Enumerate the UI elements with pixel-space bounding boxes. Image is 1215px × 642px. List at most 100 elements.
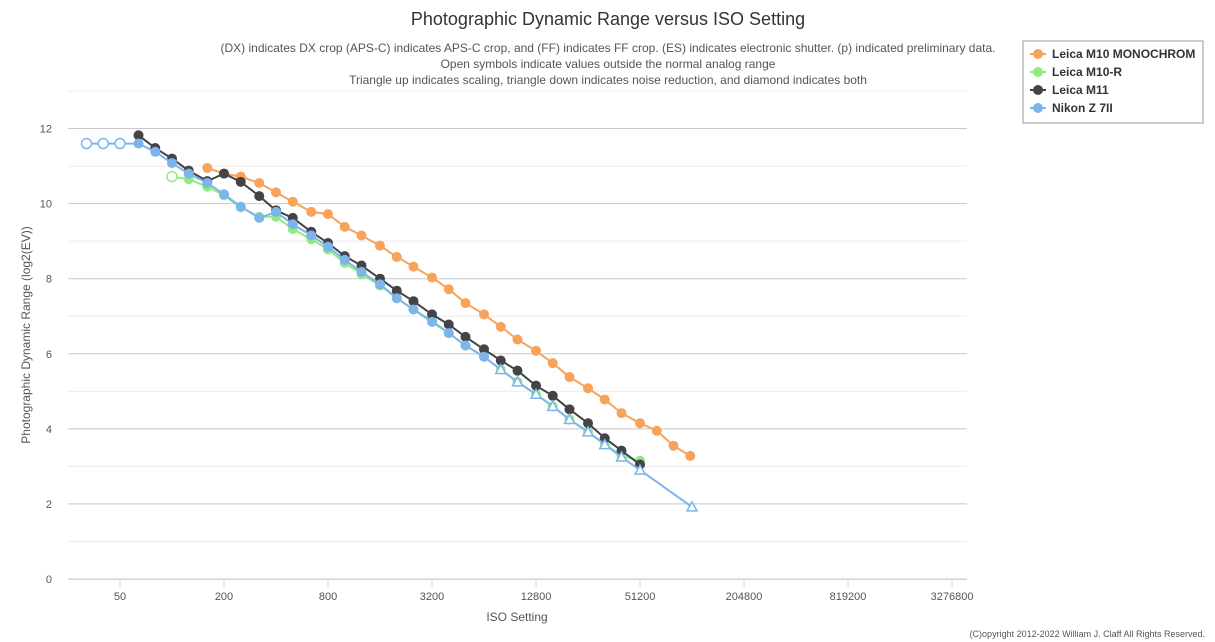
- data-point[interactable]: [339, 254, 350, 265]
- y-tick-label: 0: [46, 574, 52, 586]
- grid-lines: [68, 90, 967, 580]
- legend-marker-symbol: [1033, 67, 1043, 77]
- data-point[interactable]: [166, 170, 178, 183]
- data-point[interactable]: [547, 358, 558, 369]
- data-point[interactable]: [460, 340, 471, 351]
- x-axis-title: ISO Setting: [486, 610, 547, 624]
- data-point[interactable]: [391, 293, 402, 304]
- data-point[interactable]: [479, 351, 490, 362]
- data-point[interactable]: [375, 279, 386, 290]
- data-point[interactable]: [583, 383, 594, 394]
- data-point[interactable]: [427, 309, 438, 320]
- data-point[interactable]: [583, 418, 594, 429]
- y-tick-label: 6: [46, 349, 52, 361]
- data-point-triangle[interactable]: [685, 500, 699, 512]
- data-point[interactable]: [306, 230, 317, 241]
- data-point[interactable]: [495, 355, 506, 366]
- data-point[interactable]: [408, 296, 419, 307]
- data-point[interactable]: [460, 331, 471, 342]
- data-point[interactable]: [443, 328, 454, 339]
- data-point[interactable]: [254, 177, 265, 188]
- data-point[interactable]: [323, 209, 334, 220]
- data-point[interactable]: [391, 285, 402, 296]
- x-tick-label: 3200: [420, 591, 444, 603]
- chart-subtitle-line-1: (DX) indicates DX crop (APS-C) indicates…: [221, 41, 996, 55]
- data-point[interactable]: [306, 206, 317, 217]
- data-point[interactable]: [408, 261, 419, 272]
- data-point[interactable]: [531, 345, 542, 356]
- data-point[interactable]: [685, 450, 696, 461]
- y-tick-label: 4: [46, 424, 52, 436]
- data-point[interactable]: [443, 319, 454, 330]
- data-point[interactable]: [564, 404, 575, 415]
- legend-item[interactable]: Leica M10 MONOCHROM: [1030, 47, 1195, 61]
- data-point[interactable]: [616, 408, 627, 419]
- data-point[interactable]: [287, 196, 298, 207]
- data-point[interactable]: [150, 146, 161, 157]
- data-point[interactable]: [235, 176, 246, 187]
- data-point-triangle[interactable]: [563, 412, 576, 425]
- data-point[interactable]: [183, 168, 194, 179]
- y-tick-label: 8: [46, 274, 52, 286]
- plot-series: [80, 130, 699, 512]
- data-point[interactable]: [495, 321, 506, 332]
- data-point[interactable]: [271, 206, 282, 217]
- data-point[interactable]: [133, 138, 144, 149]
- data-point[interactable]: [271, 187, 282, 198]
- data-point[interactable]: [254, 191, 265, 202]
- data-point[interactable]: [254, 212, 265, 223]
- data-point[interactable]: [635, 418, 646, 429]
- data-point-triangle[interactable]: [511, 375, 524, 387]
- data-point[interactable]: [202, 162, 213, 173]
- data-point[interactable]: [408, 304, 419, 315]
- x-tick-label: 800: [319, 591, 337, 603]
- data-point[interactable]: [219, 168, 230, 179]
- x-tick-label: 200: [215, 591, 233, 603]
- data-point-triangle[interactable]: [494, 362, 508, 375]
- data-point[interactable]: [356, 266, 367, 277]
- legend-marker-symbol: [1033, 85, 1043, 95]
- data-point[interactable]: [391, 251, 402, 262]
- data-point[interactable]: [375, 240, 386, 251]
- data-point[interactable]: [287, 219, 298, 230]
- data-point[interactable]: [219, 189, 230, 200]
- legend-item[interactable]: Nikon Z 7II: [1030, 101, 1113, 115]
- data-point[interactable]: [202, 177, 213, 188]
- data-point[interactable]: [427, 272, 438, 283]
- y-tick-label: 12: [40, 124, 52, 136]
- data-point[interactable]: [460, 298, 471, 309]
- data-point[interactable]: [651, 425, 662, 436]
- legend-item[interactable]: Leica M11: [1030, 83, 1109, 97]
- data-point[interactable]: [80, 137, 93, 150]
- legend-label: Leica M11: [1052, 83, 1109, 97]
- data-point[interactable]: [512, 334, 523, 345]
- data-point[interactable]: [339, 221, 350, 232]
- data-point-triangle[interactable]: [598, 438, 612, 450]
- data-point[interactable]: [133, 130, 144, 141]
- data-point[interactable]: [356, 230, 367, 241]
- data-point[interactable]: [443, 284, 454, 295]
- data-point[interactable]: [547, 390, 558, 401]
- data-point[interactable]: [512, 365, 523, 376]
- data-point[interactable]: [235, 201, 246, 212]
- data-point[interactable]: [668, 440, 679, 451]
- data-point[interactable]: [479, 309, 490, 320]
- data-point[interactable]: [427, 316, 438, 327]
- legend-item[interactable]: Leica M10-R: [1030, 65, 1122, 79]
- data-point-triangle[interactable]: [546, 399, 560, 412]
- legend-label: Leica M10 MONOCHROM: [1052, 47, 1195, 61]
- data-point[interactable]: [97, 137, 110, 150]
- data-point[interactable]: [114, 137, 126, 150]
- legend-label: Leica M10-R: [1052, 65, 1122, 79]
- data-point-triangle[interactable]: [529, 387, 543, 400]
- data-point[interactable]: [323, 241, 334, 252]
- data-point[interactable]: [479, 344, 490, 355]
- data-point-triangle[interactable]: [615, 450, 628, 462]
- data-point-triangle[interactable]: [581, 425, 595, 437]
- data-point[interactable]: [167, 158, 178, 169]
- data-point[interactable]: [564, 372, 575, 383]
- data-point[interactable]: [531, 380, 542, 391]
- legend-marker-symbol: [1033, 103, 1043, 113]
- data-point-triangle[interactable]: [633, 463, 647, 475]
- data-point[interactable]: [599, 394, 610, 405]
